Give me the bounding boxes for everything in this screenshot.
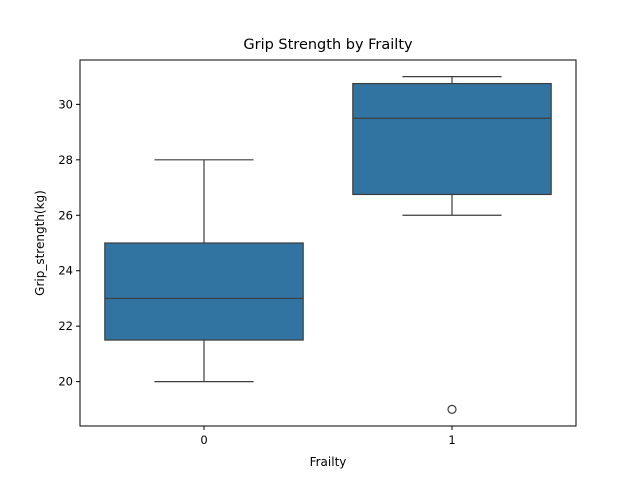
chart-title: Grip Strength by Frailty bbox=[243, 37, 413, 53]
plot-area bbox=[104, 76, 552, 414]
y-tick-label: 28 bbox=[58, 153, 73, 167]
y-tick-label: 26 bbox=[58, 208, 73, 222]
y-axis-label: Grip_strength(kg) bbox=[33, 190, 47, 296]
outlier-point bbox=[447, 404, 457, 414]
x-tick-label: 0 bbox=[200, 433, 207, 447]
y-tick-label: 30 bbox=[58, 97, 73, 111]
box-group-1 bbox=[352, 76, 552, 414]
plot-frame bbox=[79, 59, 577, 427]
iqr-box bbox=[352, 82, 552, 196]
y-tick-label: 22 bbox=[58, 319, 73, 333]
x-axis-label: Frailty bbox=[310, 455, 347, 469]
x-tick-label: 1 bbox=[448, 433, 455, 447]
y-tick-label: 24 bbox=[58, 264, 73, 278]
y-axis: 20 22 24 26 28 30 bbox=[58, 97, 80, 389]
iqr-box bbox=[104, 242, 304, 341]
y-tick-label: 20 bbox=[58, 375, 73, 389]
box-group-0 bbox=[104, 159, 304, 383]
